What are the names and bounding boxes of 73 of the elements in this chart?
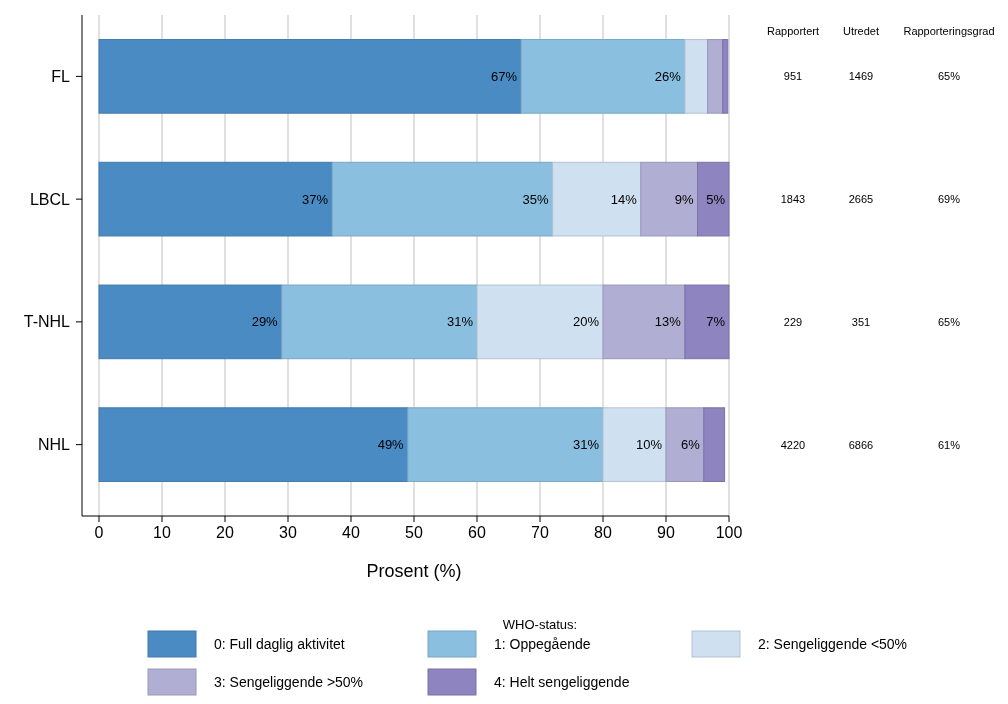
bar — [476, 284, 604, 360]
bar — [703, 407, 726, 482]
text: Rapportert — [767, 25, 819, 37]
data-label: 20% — [572, 314, 600, 330]
y-tick-label: T-NHL — [23, 313, 71, 331]
bar — [98, 39, 522, 114]
x-tick-label: 30 — [279, 524, 297, 541]
text: 229 — [783, 315, 803, 328]
bar — [407, 407, 604, 482]
data-label: 31% — [446, 314, 474, 330]
text: 1469 — [848, 70, 874, 83]
legend-label: 3: Sengeliggende >50% — [214, 674, 364, 690]
data-label: 31% — [572, 437, 600, 453]
bar — [707, 39, 724, 114]
y-tick-label: LBCL — [29, 190, 71, 208]
text: Rapporteringsgrad — [903, 25, 995, 37]
bar — [684, 39, 709, 114]
x-tick-label: 20 — [216, 524, 234, 541]
text: 69% — [937, 193, 961, 206]
data-label: 37% — [302, 191, 329, 207]
bar — [684, 284, 730, 360]
bar — [697, 161, 730, 237]
legend-title: WHO-status: — [502, 617, 578, 632]
x-tick-label: 0 — [94, 524, 104, 541]
x-tick-label: 40 — [342, 524, 360, 541]
bar — [552, 161, 642, 237]
text: 61% — [937, 438, 961, 451]
text: 65% — [937, 70, 961, 83]
legend-label: 0: Full daglig aktivitet — [214, 636, 345, 652]
bar — [98, 407, 409, 482]
x-tick-label: 70 — [531, 524, 549, 541]
x-tick-label: 80 — [594, 524, 612, 541]
x-tick-label: 100 — [715, 524, 743, 541]
bar — [602, 407, 667, 482]
legend-label: 2: Sengeliggende <50% — [758, 636, 908, 652]
bar — [722, 39, 729, 114]
text: 4220 — [780, 438, 806, 451]
data-label: 14% — [610, 191, 638, 207]
text: 351 — [851, 315, 871, 328]
text: 2665 — [848, 193, 874, 206]
data-label: 7% — [706, 314, 726, 330]
x-tick-label: 90 — [657, 524, 675, 541]
bar — [331, 161, 554, 237]
data-label: 67% — [491, 68, 518, 84]
y-tick-label: NHL — [37, 436, 71, 454]
bar — [665, 407, 705, 482]
data-label: 9% — [674, 191, 694, 207]
x-tick-label: 60 — [468, 524, 486, 541]
legend-label: 4: Helt sengeliggende — [494, 674, 630, 690]
bar — [602, 284, 686, 360]
legend-label: 1: Oppegående — [494, 636, 591, 652]
data-label: 29% — [251, 314, 279, 330]
data-label: 6% — [681, 437, 701, 453]
x-tick-label: 50 — [405, 524, 423, 541]
bar — [98, 161, 333, 237]
x-tick-label: 10 — [153, 524, 171, 541]
text: 1843 — [780, 193, 806, 206]
data-label: 35% — [522, 191, 550, 207]
text: 6866 — [848, 438, 874, 451]
text: Utredet — [842, 25, 880, 37]
bar — [281, 284, 478, 360]
x-axis-title: Prosent (%) — [366, 561, 462, 581]
data-label: 10% — [635, 437, 663, 453]
data-label: 49% — [377, 437, 405, 453]
text: 65% — [937, 315, 961, 328]
bar — [640, 161, 698, 237]
data-label: 26% — [654, 68, 682, 84]
data-label: 5% — [706, 191, 726, 207]
data-label: 13% — [654, 314, 682, 330]
bar — [520, 39, 686, 114]
y-tick-label: FL — [51, 67, 71, 85]
text: 951 — [783, 70, 803, 83]
bar — [98, 284, 283, 360]
